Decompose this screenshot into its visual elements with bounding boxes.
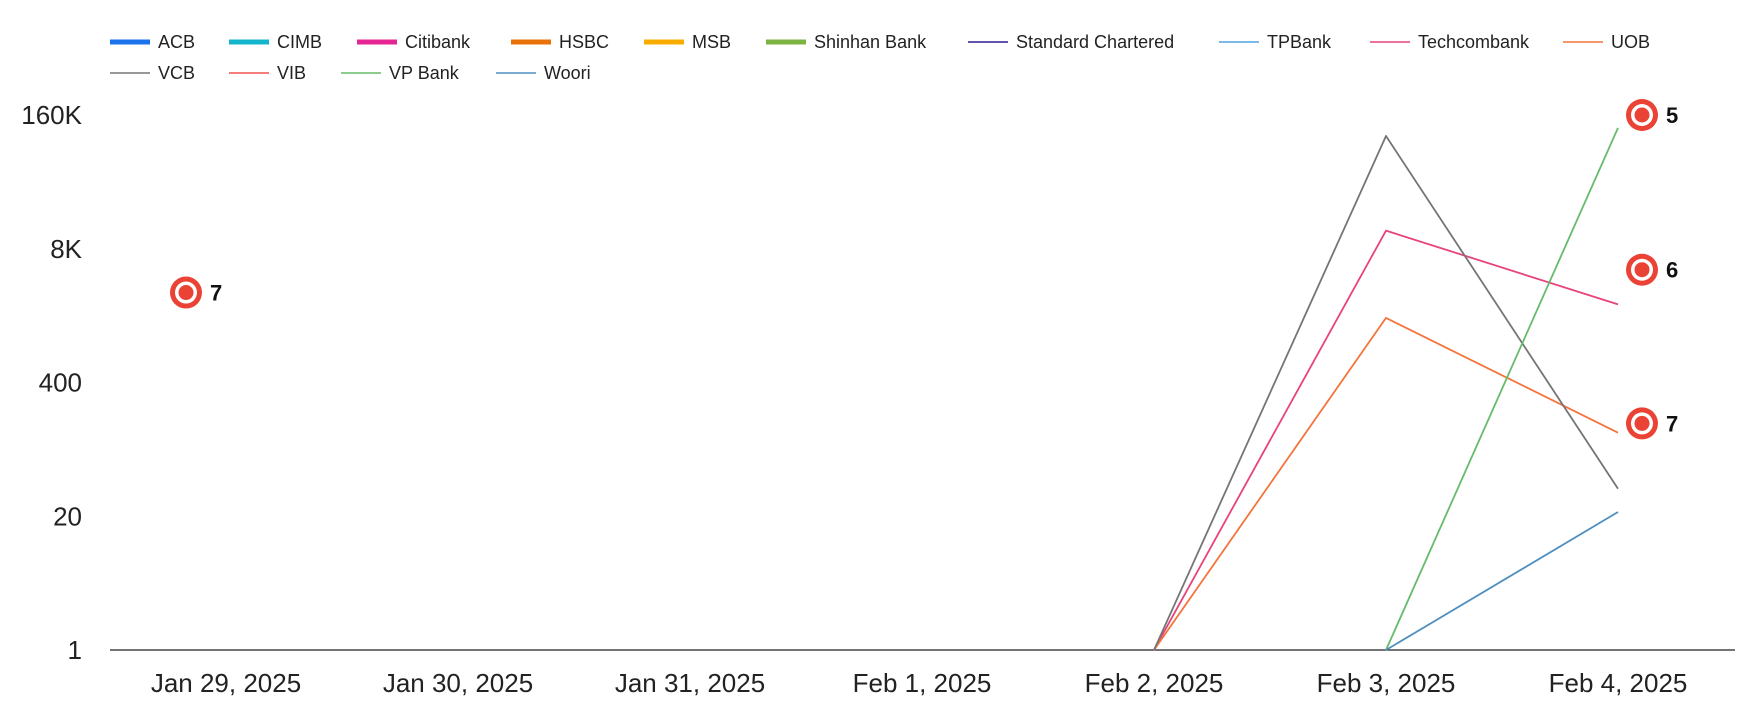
legend-label-msb: MSB	[692, 32, 731, 52]
series-line-uob	[1153, 316, 1619, 651]
x-tick-label: Jan 31, 2025	[615, 668, 765, 698]
legend-label-woori: Woori	[544, 63, 591, 83]
legend-label-shinhan-bank: Shinhan Bank	[814, 32, 927, 52]
series-vcb	[1153, 135, 1619, 651]
annotation-dot	[1634, 262, 1650, 278]
x-tick-label: Feb 3, 2025	[1317, 668, 1456, 698]
annotation-marker: 6	[1626, 253, 1678, 286]
x-tick-label: Feb 1, 2025	[853, 668, 992, 698]
legend-label-citibank: Citibank	[405, 32, 471, 52]
series-vp-bank	[1385, 127, 1619, 651]
x-tick-label: Jan 29, 2025	[151, 668, 301, 698]
legend-item-woori: Woori	[496, 63, 591, 83]
annotation-dot	[1634, 415, 1650, 431]
y-tick-label: 400	[39, 368, 82, 398]
legend-label-tpbank: TPBank	[1267, 32, 1332, 52]
annotation-dot	[178, 285, 194, 301]
series-line-woori	[1385, 511, 1619, 651]
series-line-techcombank	[1153, 229, 1619, 651]
annotation-label: 6	[1666, 258, 1678, 283]
legend-item-hsbc: HSBC	[511, 32, 609, 52]
annotation-label: 7	[1666, 411, 1678, 436]
legend-item-standard-chartered: Standard Chartered	[968, 32, 1174, 52]
annotation-label: 5	[1666, 103, 1678, 128]
legend-label-vib: VIB	[277, 63, 306, 83]
series-line-vp-bank	[1385, 127, 1619, 651]
legend-label-techcombank: Techcombank	[1418, 32, 1530, 52]
legend-item-uob: UOB	[1563, 32, 1650, 52]
y-tick-label: 160K	[21, 100, 82, 130]
legend-item-shinhan-bank: Shinhan Bank	[766, 32, 927, 52]
legend-label-uob: UOB	[1611, 32, 1650, 52]
y-tick-label: 1	[68, 635, 82, 665]
legend-item-tpbank: TPBank	[1219, 32, 1332, 52]
y-axis: 1 20 400 8K 160K	[21, 100, 82, 665]
series-lines	[1153, 127, 1619, 651]
x-axis: Jan 29, 2025 Jan 30, 2025 Jan 31, 2025 Feb …	[110, 649, 1735, 698]
series-techcombank	[1153, 229, 1619, 651]
series-uob	[1153, 316, 1619, 651]
x-tick-label: Feb 4, 2025	[1549, 668, 1688, 698]
series-line-vcb	[1153, 135, 1619, 651]
legend-label-cimb: CIMB	[277, 32, 322, 52]
legend-item-cimb: CIMB	[229, 32, 322, 52]
legend-label-hsbc: HSBC	[559, 32, 609, 52]
annotation-label: 7	[210, 281, 222, 306]
legend-item-techcombank: Techcombank	[1370, 32, 1530, 52]
annotation-marker: 5	[1626, 99, 1678, 131]
legend-item-vcb: VCB	[110, 63, 195, 83]
annotation-markers: 7 5 6 7	[170, 99, 1678, 440]
legend-item-acb: ACB	[110, 32, 195, 52]
legend-item-vib: VIB	[229, 63, 306, 83]
annotation-dot	[1634, 107, 1650, 123]
annotation-marker: 7	[170, 276, 222, 309]
y-tick-label: 20	[53, 501, 82, 531]
legend-label-vp-bank: VP Bank	[389, 63, 460, 83]
annotation-marker: 7	[1626, 407, 1678, 440]
legend-label-vcb: VCB	[158, 63, 195, 83]
legend-item-citibank: Citibank	[357, 32, 471, 52]
legend-label-standard-chartered: Standard Chartered	[1016, 32, 1174, 52]
x-tick-label: Jan 30, 2025	[383, 668, 533, 698]
x-tick-label: Feb 2, 2025	[1085, 668, 1224, 698]
legend-item-vp-bank: VP Bank	[341, 63, 460, 83]
legend-item-msb: MSB	[644, 32, 731, 52]
series-woori	[1385, 511, 1619, 651]
legend: ACB CIMB Citibank HSBC MSB Shinhan Bank Standa…	[110, 32, 1650, 83]
legend-label-acb: ACB	[158, 32, 195, 52]
y-tick-label: 8K	[50, 234, 82, 264]
